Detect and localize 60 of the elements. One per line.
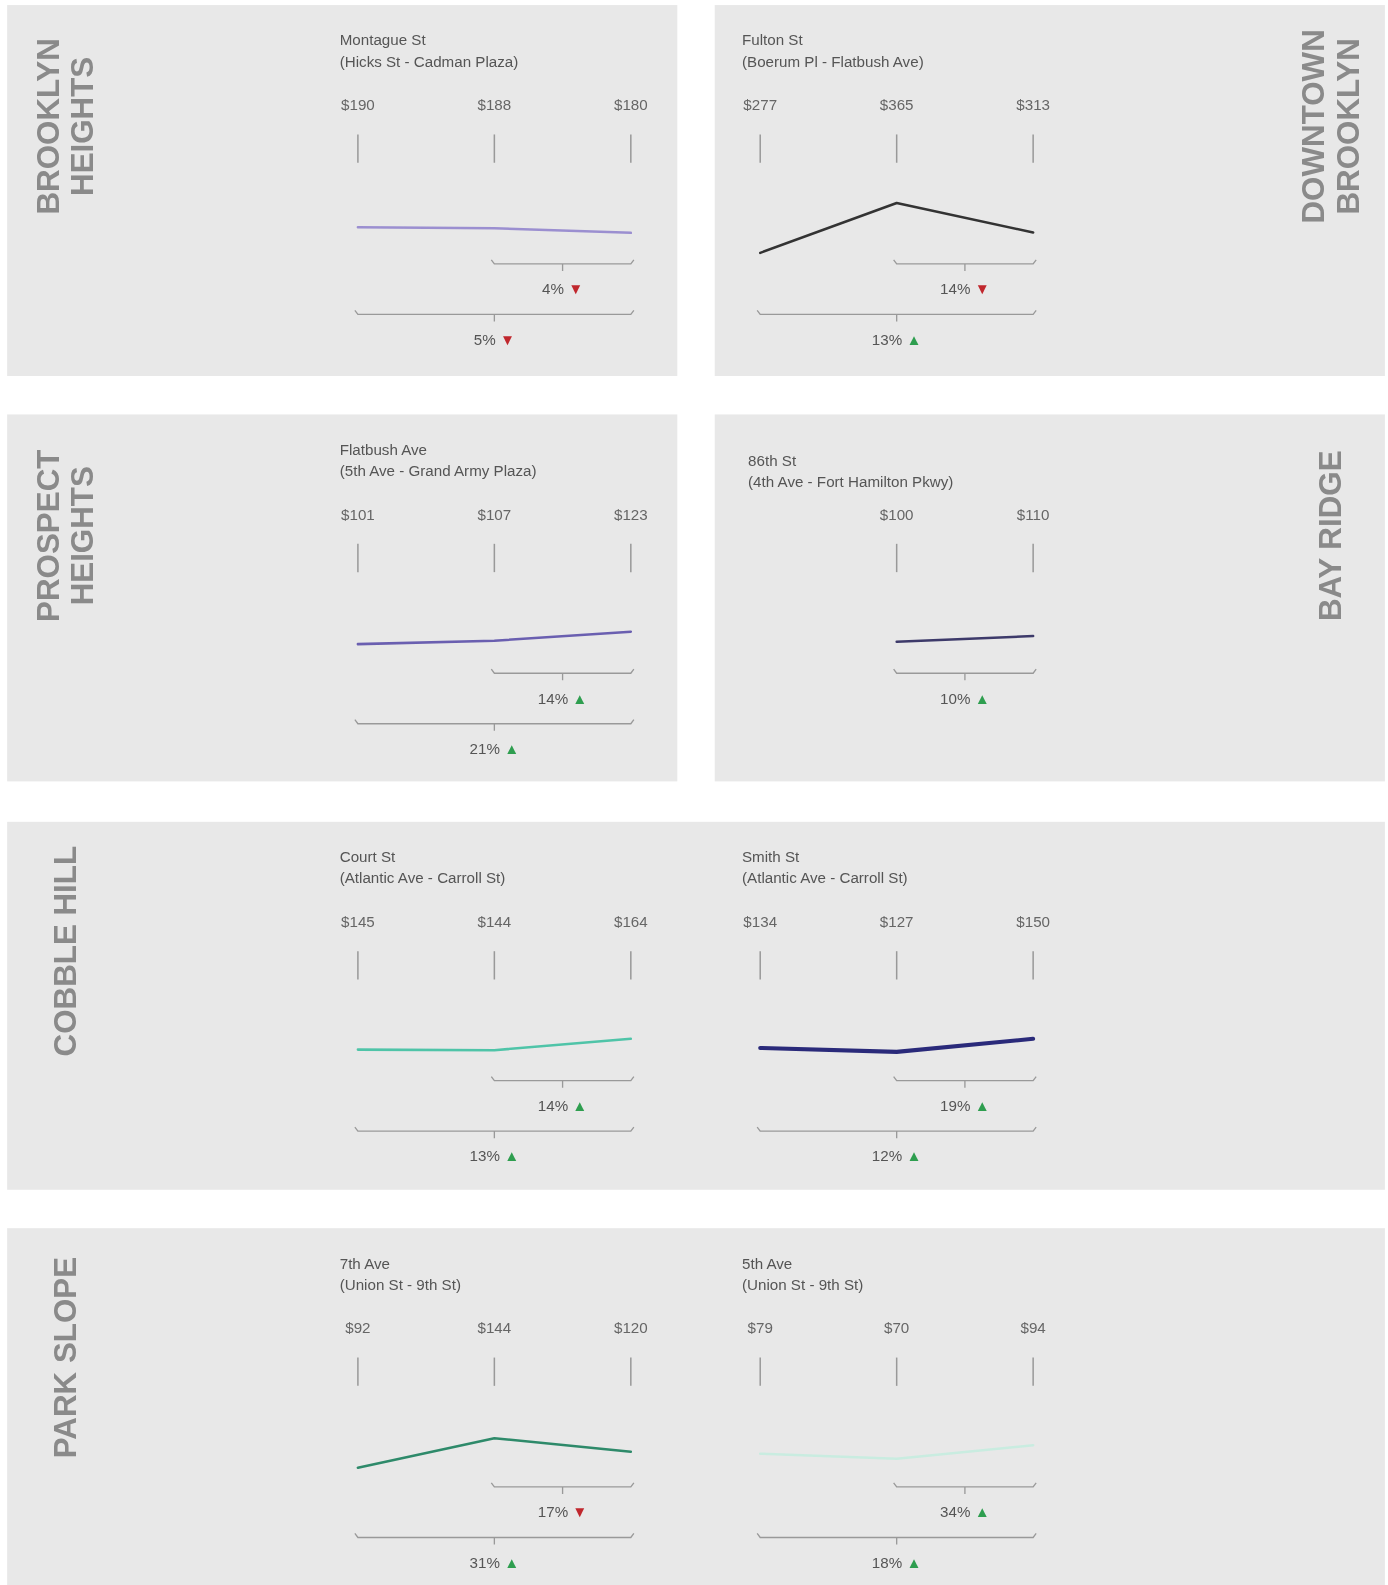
data-label: $70 [884, 1319, 910, 1337]
chart-title: 5th Ave [742, 1254, 793, 1272]
data-label: $101 [341, 505, 375, 523]
data-label: $127 [879, 912, 914, 930]
text: 18% ▲ [871, 1553, 922, 1571]
y-axis-title: PROSPECT HEIGHTS [30, 449, 101, 622]
text: 5% ▼ [473, 330, 515, 348]
data-label: $107 [477, 505, 512, 523]
chart-title: Montague St [339, 31, 427, 49]
text: 4% ▼ [542, 280, 584, 298]
y2-axis-title: DOWNTOWN BROOKLYN [1296, 29, 1366, 224]
data-label: $123 [613, 505, 648, 523]
chart-title: Smith St [742, 848, 801, 866]
data-label: $144 [477, 1319, 512, 1337]
y2-axis-title: BAY RIDGE [1313, 450, 1349, 622]
data-label: $100 [879, 505, 914, 523]
text: 14% ▼ [940, 280, 990, 298]
text: 31% ▲ [469, 1553, 520, 1571]
data-label: $188 [477, 96, 512, 114]
text: 14% ▲ [537, 1096, 588, 1114]
data-label: $313 [1016, 96, 1050, 114]
chart-title: Court St [339, 848, 397, 866]
text: 19% ▲ [940, 1096, 990, 1114]
text: 13% ▲ [871, 330, 922, 348]
chart-subtitle: (Boerum Pl - Flatbush Ave) [742, 52, 924, 70]
chart-title: 86th St [748, 452, 797, 469]
chart-subtitle: (Union St - 9th St) [339, 1275, 461, 1293]
data-label: $277 [743, 96, 778, 114]
text: 10% ▲ [940, 689, 990, 707]
chart-title: 7th Ave [339, 1254, 390, 1272]
data-label: $144 [477, 912, 512, 930]
chart-subtitle: (Hicks St - Cadman Plaza) [339, 52, 519, 70]
text: 17% ▼ [537, 1503, 588, 1521]
chart-title: Fulton St [742, 31, 804, 49]
data-label: $120 [613, 1319, 648, 1337]
data-label: $94 [1020, 1319, 1046, 1337]
text: 12% ▲ [871, 1147, 922, 1165]
data-label: $110 [1016, 505, 1050, 523]
data-label: $92 [345, 1319, 371, 1337]
data-label: $190 [341, 96, 375, 114]
chart-subtitle: (Union St - 9th St) [742, 1275, 864, 1293]
data-label: $134 [743, 912, 778, 930]
y-axis-title: COBBLE HILL [47, 845, 83, 1057]
data-label: $150 [1016, 912, 1050, 930]
data-label: $180 [613, 96, 648, 114]
data-label: $79 [747, 1319, 773, 1337]
chart-subtitle: (Atlantic Ave - Carroll St) [742, 869, 908, 887]
text: 34% ▲ [940, 1503, 990, 1521]
data-label: $164 [613, 912, 648, 930]
chart-title: Flatbush Ave [339, 440, 428, 458]
chart-subtitle: (5th Ave - Grand Army Plaza) [339, 462, 537, 480]
text: 14% ▲ [537, 689, 588, 707]
text: 13% ▲ [469, 1147, 520, 1165]
y-axis-title: BROOKLYN HEIGHTS [30, 38, 101, 215]
data-label: $145 [341, 912, 375, 930]
text: 21% ▲ [469, 740, 520, 758]
data-label: $365 [879, 96, 914, 114]
chart-subtitle: (4th Ave - Fort Hamilton Pkwy) [748, 473, 954, 491]
chart-subtitle: (Atlantic Ave - Carroll St) [339, 869, 506, 887]
y-axis-title: PARK SLOPE [47, 1256, 83, 1459]
